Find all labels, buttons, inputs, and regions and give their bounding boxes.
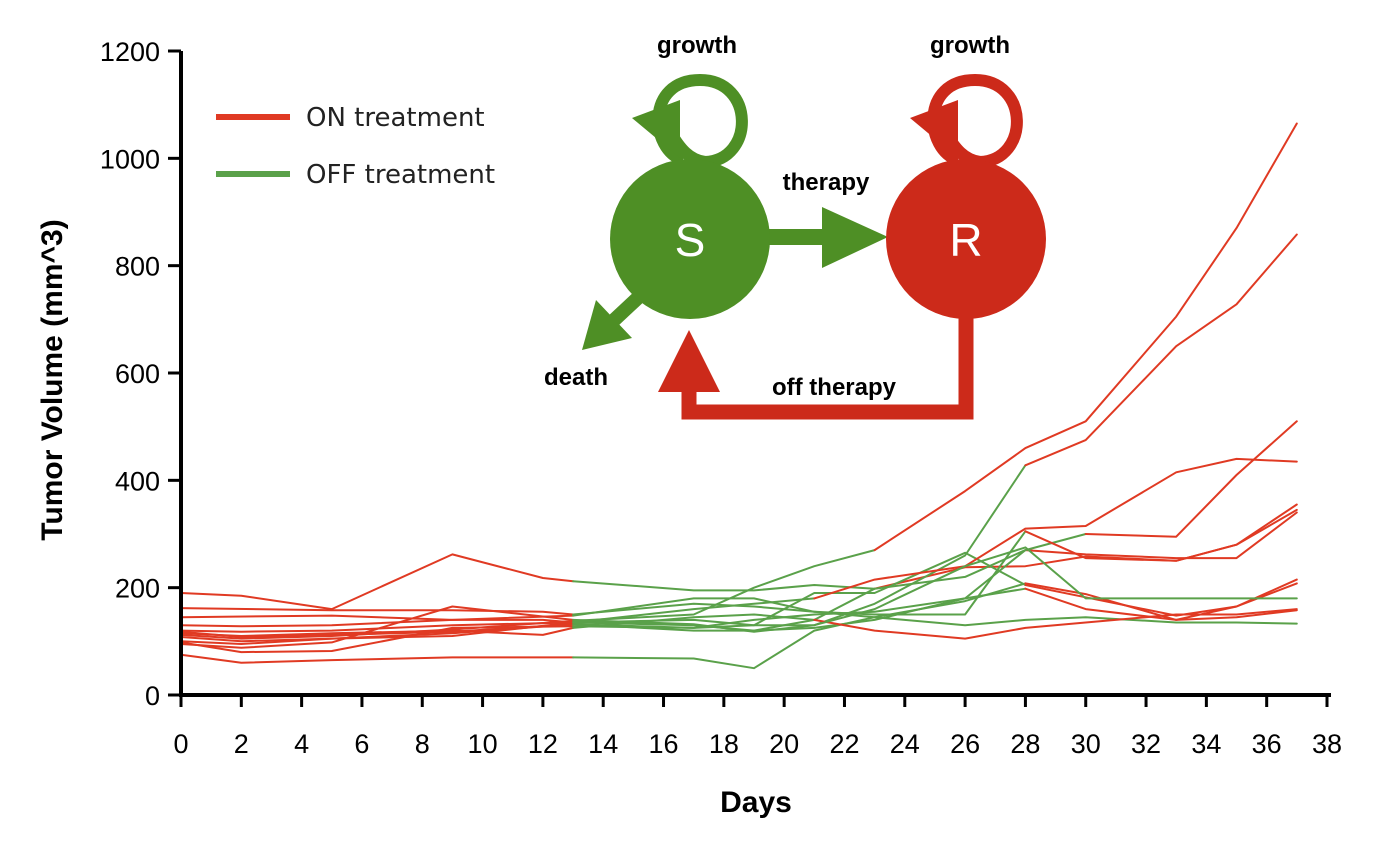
- on-treatment-segment: [873, 508, 1298, 590]
- on-treatment-segment: [180, 614, 575, 624]
- on-treatment-segment: [180, 607, 575, 616]
- on-treatment-segment: [180, 605, 575, 649]
- series-line: [180, 457, 1298, 633]
- x-tick-label: 16: [649, 729, 679, 759]
- s-r-diagram: growth growth therapy death off therapy …: [544, 32, 1046, 420]
- r-growth-label: growth: [930, 32, 1010, 59]
- plot-lines: [180, 122, 1298, 670]
- death-label: death: [544, 364, 608, 391]
- off-therapy-arrow-path: [681, 316, 974, 420]
- x-tick-label: 22: [829, 729, 859, 759]
- s-node: [610, 159, 770, 319]
- on-treatment-segment: [1024, 503, 1298, 562]
- on-treatment-segment: [1024, 511, 1298, 560]
- series-line: [180, 546, 1298, 638]
- therapy-arrowhead: [822, 207, 888, 268]
- therapy-label: therapy: [783, 169, 870, 196]
- on-treatment-segment: [873, 122, 1298, 552]
- death-arrowhead: [582, 300, 632, 350]
- on-treatment-segment: [180, 625, 575, 654]
- on-treatment-segment: [1024, 582, 1298, 617]
- x-tick-label: 30: [1071, 729, 1101, 759]
- s-node-label: S: [675, 214, 706, 266]
- x-tick-label: 36: [1252, 729, 1282, 759]
- off-treatment-segment: [572, 546, 1298, 629]
- on-treatment-segment: [180, 553, 575, 611]
- legend-on-label: ON treatment: [306, 103, 485, 133]
- x-ticks: 0 2 4 6 8 10 12 14 16 18 20 22 24 26 28 30 32 34 36 38: [173, 695, 1342, 759]
- y-tick-label: 800: [115, 252, 160, 282]
- r-node: [886, 159, 1046, 319]
- off-treatment-segment: [572, 613, 816, 629]
- x-tick-label: 18: [709, 729, 739, 759]
- y-tick-label: 1200: [100, 37, 160, 67]
- s-growth-arrowhead: [632, 100, 680, 158]
- on-treatment-segment: [1024, 233, 1298, 467]
- x-tick-label: 34: [1191, 729, 1221, 759]
- x-tick-label: 14: [588, 729, 618, 759]
- off-treatment-segment: [572, 549, 876, 622]
- s-growth-label: growth: [657, 32, 737, 59]
- x-tick-label: 8: [415, 729, 430, 759]
- off-treatment-segment: [572, 530, 1027, 617]
- on-treatment-segment: [180, 621, 575, 633]
- x-tick-label: 26: [950, 729, 980, 759]
- off-treatment-segment: [572, 580, 876, 592]
- on-treatment-segment: [813, 457, 1298, 600]
- y-tick-label: 600: [115, 359, 160, 389]
- on-treatment-segment: [1084, 420, 1298, 538]
- x-tick-label: 4: [294, 729, 309, 759]
- off-treatment-segment: [572, 597, 816, 624]
- y-tick-label: 1000: [100, 144, 160, 174]
- x-tick-label: 24: [890, 729, 920, 759]
- on-treatment-segment: [180, 621, 575, 643]
- legend-off-label: OFF treatment: [306, 160, 495, 190]
- off-treatment-segment: [572, 551, 1027, 627]
- x-tick-label: 20: [769, 729, 799, 759]
- on-treatment-segment: [813, 608, 1298, 640]
- y-ticks: 0 200 400 600 800 1000 1200: [100, 37, 181, 711]
- off-therapy-arrowhead: [658, 330, 720, 392]
- axes: 0 2 4 6 8 10 12 14 16 18 20 22 24 26 28 30 32 34 36 38 0200…: [36, 37, 1342, 819]
- x-tick-label: 28: [1010, 729, 1040, 759]
- x-axis-title: Days: [720, 786, 792, 819]
- y-tick-label: 200: [115, 574, 160, 604]
- off-therapy-label: off therapy: [772, 374, 897, 401]
- on-treatment-segment: [180, 653, 575, 664]
- off-treatment-segment: [572, 582, 1027, 670]
- y-axis-title: Tumor Volume (mm^3): [36, 219, 69, 540]
- legend: ON treatment OFF treatment: [216, 103, 495, 190]
- x-tick-label: 2: [234, 729, 249, 759]
- on-treatment-segment: [180, 614, 575, 628]
- x-tick-label: 38: [1312, 729, 1342, 759]
- on-treatment-segment: [180, 623, 575, 638]
- r-growth-arrowhead: [910, 100, 958, 158]
- x-tick-label: 32: [1131, 729, 1161, 759]
- x-tick-label: 10: [468, 729, 498, 759]
- x-tick-label: 6: [354, 729, 369, 759]
- series-line: [180, 420, 1298, 654]
- r-node-label: R: [949, 214, 982, 266]
- therapy-arrow-shaft: [768, 229, 828, 245]
- x-tick-label: 12: [528, 729, 558, 759]
- y-tick-label: 0: [145, 681, 160, 711]
- x-tick-label: 0: [173, 729, 188, 759]
- y-tick-label: 400: [115, 466, 160, 496]
- series-line: [180, 503, 1298, 628]
